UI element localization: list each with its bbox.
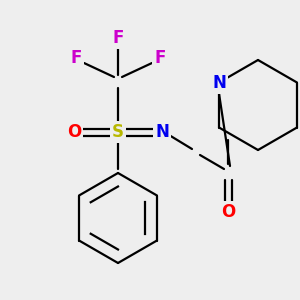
Text: N: N xyxy=(155,123,169,141)
Text: S: S xyxy=(112,123,124,141)
Text: N: N xyxy=(212,74,226,92)
Text: F: F xyxy=(112,29,124,47)
Text: O: O xyxy=(221,203,235,221)
Text: F: F xyxy=(154,49,166,67)
Text: F: F xyxy=(70,49,82,67)
Text: O: O xyxy=(67,123,81,141)
